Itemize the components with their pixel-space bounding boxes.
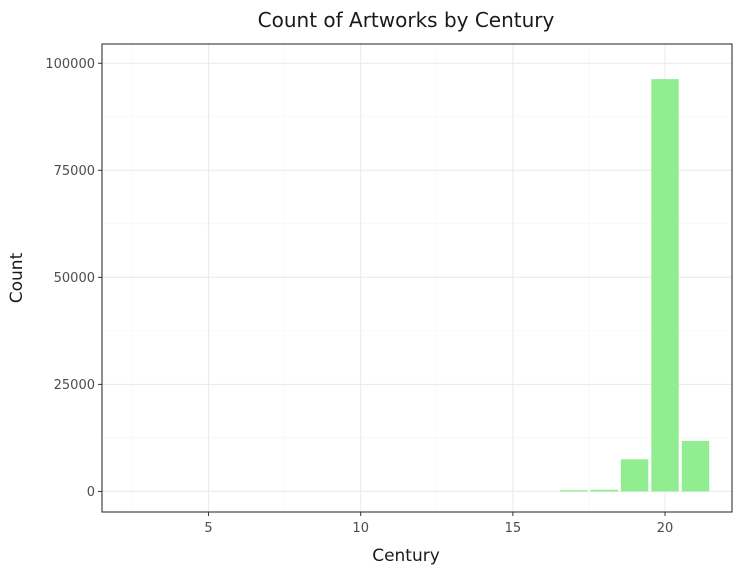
bar-century-18 xyxy=(590,489,618,492)
x-tick-label: 10 xyxy=(352,521,369,536)
x-tick-label: 15 xyxy=(505,521,522,536)
x-tick-label: 5 xyxy=(204,521,212,536)
x-tick-label: 20 xyxy=(657,521,674,536)
bar-century-19 xyxy=(620,459,649,492)
grid xyxy=(102,44,732,512)
y-tick-label: 100000 xyxy=(45,57,95,72)
ticks: 5 10 15 20 0 25000 50000 75000 100000 xyxy=(45,57,673,536)
bars xyxy=(560,79,710,492)
y-tick-label: 25000 xyxy=(54,378,95,393)
panel-border xyxy=(101,43,733,513)
y-tick-label: 50000 xyxy=(54,271,95,286)
bar-century-20 xyxy=(651,79,679,492)
y-tick-label: 0 xyxy=(87,485,95,500)
x-axis-title: Century xyxy=(372,546,440,566)
y-tick-label: 75000 xyxy=(54,164,95,179)
chart-title: Count of Artworks by Century xyxy=(258,8,555,32)
y-axis-title: Count xyxy=(7,252,27,303)
bar-century-17 xyxy=(560,490,588,492)
bar-century-21 xyxy=(681,440,710,492)
